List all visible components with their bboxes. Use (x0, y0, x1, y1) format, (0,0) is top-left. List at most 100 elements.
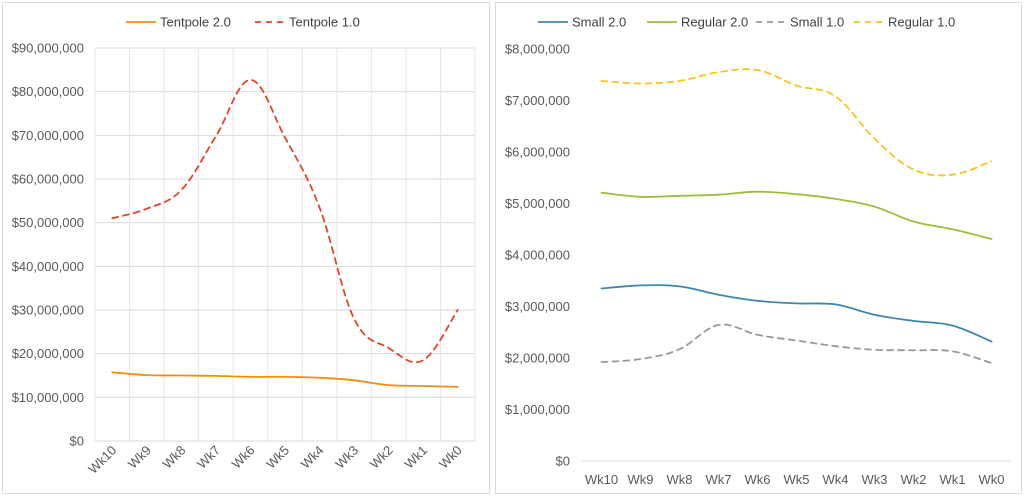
data-point (873, 314, 875, 316)
y-tick-label: $60,000,000 (12, 172, 84, 187)
x-tick-label: Wk10 (585, 472, 618, 487)
y-tick-label: $10,000,000 (12, 390, 84, 405)
x-tick-label: Wk9 (125, 443, 154, 472)
data-point (353, 318, 355, 320)
data-point (795, 84, 797, 86)
x-tick-label: Wk7 (706, 472, 732, 487)
y-tick-label: $40,000,000 (12, 259, 84, 274)
y-tick-label: $5,000,000 (505, 196, 570, 211)
y-tick-label: $2,000,000 (505, 351, 570, 366)
data-point (111, 371, 113, 373)
data-point (873, 205, 875, 207)
x-tick-label: Wk1 (401, 443, 430, 472)
x-tick-label: Wk10 (85, 443, 119, 477)
x-tick-label: Wk8 (159, 443, 188, 472)
data-point (387, 347, 389, 349)
data-point (756, 300, 758, 302)
data-point (717, 324, 719, 326)
series-line-tentpole-1-0 (111, 78, 459, 364)
data-point (318, 206, 320, 208)
y-tick-label: $0 (70, 434, 84, 449)
data-point (387, 384, 389, 386)
left-chart-panel: $0 $10,000,000 $20,000,000 $30,000,000 $40,0… (2, 2, 490, 494)
x-tick-label: Wk4 (823, 472, 849, 487)
data-point (912, 320, 914, 322)
data-point (834, 303, 836, 305)
x-tick-label: Wk3 (862, 472, 888, 487)
x-tick-label: Wk3 (332, 443, 361, 472)
data-point (990, 362, 992, 364)
data-point (215, 135, 217, 137)
legend-label: Small 1.0 (790, 15, 844, 30)
legend-label: Small 2.0 (572, 15, 626, 30)
series-line-regular-2-0 (600, 190, 993, 240)
data-point (678, 285, 680, 287)
data-point (717, 293, 719, 295)
x-tick-label: Wk0 (979, 472, 1005, 487)
data-point (990, 160, 992, 162)
y-tick-label: $20,000,000 (12, 346, 84, 361)
data-point (422, 359, 424, 361)
data-point (756, 190, 758, 192)
legend-label: Tentpole 2.0 (160, 15, 231, 30)
data-point (873, 137, 875, 139)
data-point (249, 79, 251, 81)
y-tick-label: $1,000,000 (505, 402, 570, 417)
data-point (180, 189, 182, 191)
y-tick-label: $8,000,000 (505, 42, 570, 57)
data-point (873, 349, 875, 351)
data-point (639, 196, 641, 198)
data-point (146, 207, 148, 209)
series-line-small-1-0 (600, 323, 993, 364)
data-point (353, 379, 355, 381)
x-tick-label: Wk2 (901, 472, 927, 487)
y-tick-label: $80,000,000 (12, 84, 84, 99)
data-point (215, 375, 217, 377)
x-tick-label: Wk6 (745, 472, 771, 487)
y-tick-label: $3,000,000 (505, 299, 570, 314)
x-tick-label: Wk9 (628, 472, 654, 487)
legend-label: Regular 1.0 (888, 15, 955, 30)
legend: Tentpole 2.0 Tentpole 1.0 (126, 15, 360, 30)
y-tick-label: $6,000,000 (505, 145, 570, 160)
data-point (834, 95, 836, 97)
legend-label: Tentpole 1.0 (289, 15, 360, 30)
x-tick-label: Wk0 (436, 443, 465, 472)
y-tick-label: $0 (556, 454, 570, 469)
data-point (249, 376, 251, 378)
data-point (912, 349, 914, 351)
data-point (146, 374, 148, 376)
data-point (600, 80, 602, 82)
data-point (717, 194, 719, 196)
data-point (756, 334, 758, 336)
data-point (457, 386, 459, 388)
data-point (951, 228, 953, 230)
data-point (951, 173, 953, 175)
data-point (795, 193, 797, 195)
data-point (912, 168, 914, 170)
data-point (422, 385, 424, 387)
data-point (180, 374, 182, 376)
y-tick-label: $50,000,000 (12, 215, 84, 230)
x-tick-label: Wk1 (940, 472, 966, 487)
data-point (678, 195, 680, 197)
data-point (639, 82, 641, 84)
legend: Small 2.0 Regular 2.0 Small 1.0 Regular 1.0 (538, 15, 955, 30)
data-point (457, 309, 459, 311)
y-tick-label: $70,000,000 (12, 128, 84, 143)
data-point (756, 69, 758, 71)
y-tick-label: $7,000,000 (505, 93, 570, 108)
data-point (600, 287, 602, 289)
data-point (111, 217, 113, 219)
data-point (834, 345, 836, 347)
y-tick-label: $30,000,000 (12, 303, 84, 318)
data-point (990, 238, 992, 240)
data-point (318, 376, 320, 378)
x-tick-label: Wk8 (667, 472, 693, 487)
left-line-chart: $0 $10,000,000 $20,000,000 $30,000,000 $40,0… (12, 15, 476, 477)
data-point (951, 324, 953, 326)
series-line-regular-1-0 (600, 68, 993, 177)
data-point (834, 198, 836, 200)
right-line-chart: $0 $1,000,000 $2,000,000 $3,000,000 $4,000,0… (505, 15, 1011, 487)
series-line-tentpole-2-0 (111, 371, 459, 388)
